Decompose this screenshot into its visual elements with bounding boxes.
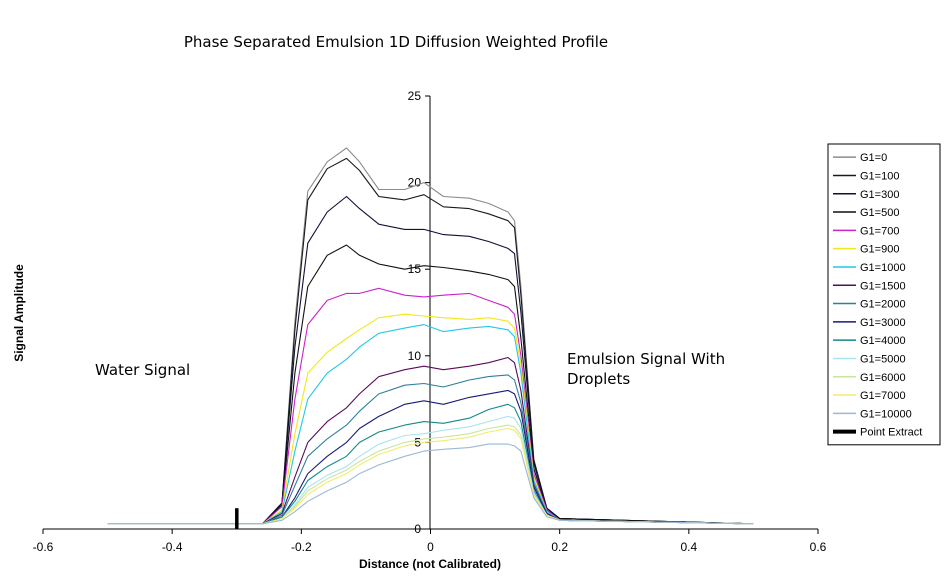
series-line-g1-1500 — [107, 356, 754, 525]
y-tick-label: 5 — [414, 435, 421, 449]
x-tick-label: 0.4 — [680, 540, 697, 554]
emulsion-signal-annotation: Emulsion Signal With Droplets — [567, 350, 726, 388]
x-tick-label: 0.2 — [551, 540, 568, 554]
y-tick-label: 10 — [408, 349, 422, 363]
series-line-g1-6000 — [107, 424, 754, 525]
y-tick-label: 25 — [408, 89, 422, 103]
series-line-g1-0 — [107, 147, 754, 525]
legend-label: G1=10000 — [860, 408, 912, 420]
x-tick-label: -0.4 — [162, 540, 183, 554]
series-line-g1-1000 — [107, 324, 754, 525]
legend-label: G1=3000 — [860, 317, 906, 329]
chart-title: Phase Separated Emulsion 1D Diffusion We… — [184, 33, 608, 51]
series-line-g1-300 — [107, 195, 754, 525]
legend-label: G1=1500 — [860, 280, 906, 292]
series-line-g1-500 — [107, 244, 754, 525]
y-tick-label: 15 — [408, 262, 422, 276]
series-line-g1-10000 — [107, 443, 754, 525]
x-axis-label: Distance (not Calibrated) — [359, 557, 501, 571]
legend-label: G1=4000 — [860, 335, 906, 347]
series-line-g1-7000 — [107, 427, 754, 525]
legend-label: G1=300 — [860, 189, 899, 201]
series-line-g1-900 — [107, 313, 754, 525]
y-axis-label: Signal Amplitude — [12, 264, 26, 362]
series-line-g1-100 — [107, 157, 754, 525]
x-tick-label: -0.6 — [33, 540, 54, 554]
legend-label: G1=5000 — [860, 353, 906, 365]
legend-label: G1=7000 — [860, 390, 906, 402]
axes: -0.6 -0.4 -0.2 0 0.2 0.4 0.6 0 5 10 15 20 25 — [33, 89, 827, 554]
series-line-g1-3000 — [107, 389, 754, 525]
series-line-g1-700 — [107, 287, 754, 525]
legend-label: G1=6000 — [860, 372, 906, 384]
series-line-g1-4000 — [107, 403, 754, 525]
series-line-g1-2000 — [107, 374, 754, 525]
x-tick-label: 0.6 — [810, 540, 827, 554]
x-tick-label: 0 — [427, 540, 434, 554]
legend-label: G1=500 — [860, 207, 899, 219]
legend-label: G1=1000 — [860, 262, 906, 274]
legend-label: G1=2000 — [860, 299, 906, 311]
water-signal-annotation: Water Signal — [95, 361, 191, 379]
legend-label: Point Extract — [860, 427, 922, 439]
legend-label: G1=900 — [860, 244, 899, 256]
y-tick-label: 20 — [408, 176, 422, 190]
legend-label: G1=700 — [860, 225, 899, 237]
series-line-g1-5000 — [107, 415, 754, 525]
legend-label: G1=100 — [860, 170, 899, 182]
plot-area — [107, 147, 754, 529]
x-tick-label: -0.2 — [291, 540, 312, 554]
y-tick-label: 0 — [414, 522, 421, 536]
legend-label: G1=0 — [860, 152, 887, 164]
legend: G1=0 G1=100 G1=300 G1=500 G1=700 G1=900 G1=100… — [827, 143, 941, 446]
